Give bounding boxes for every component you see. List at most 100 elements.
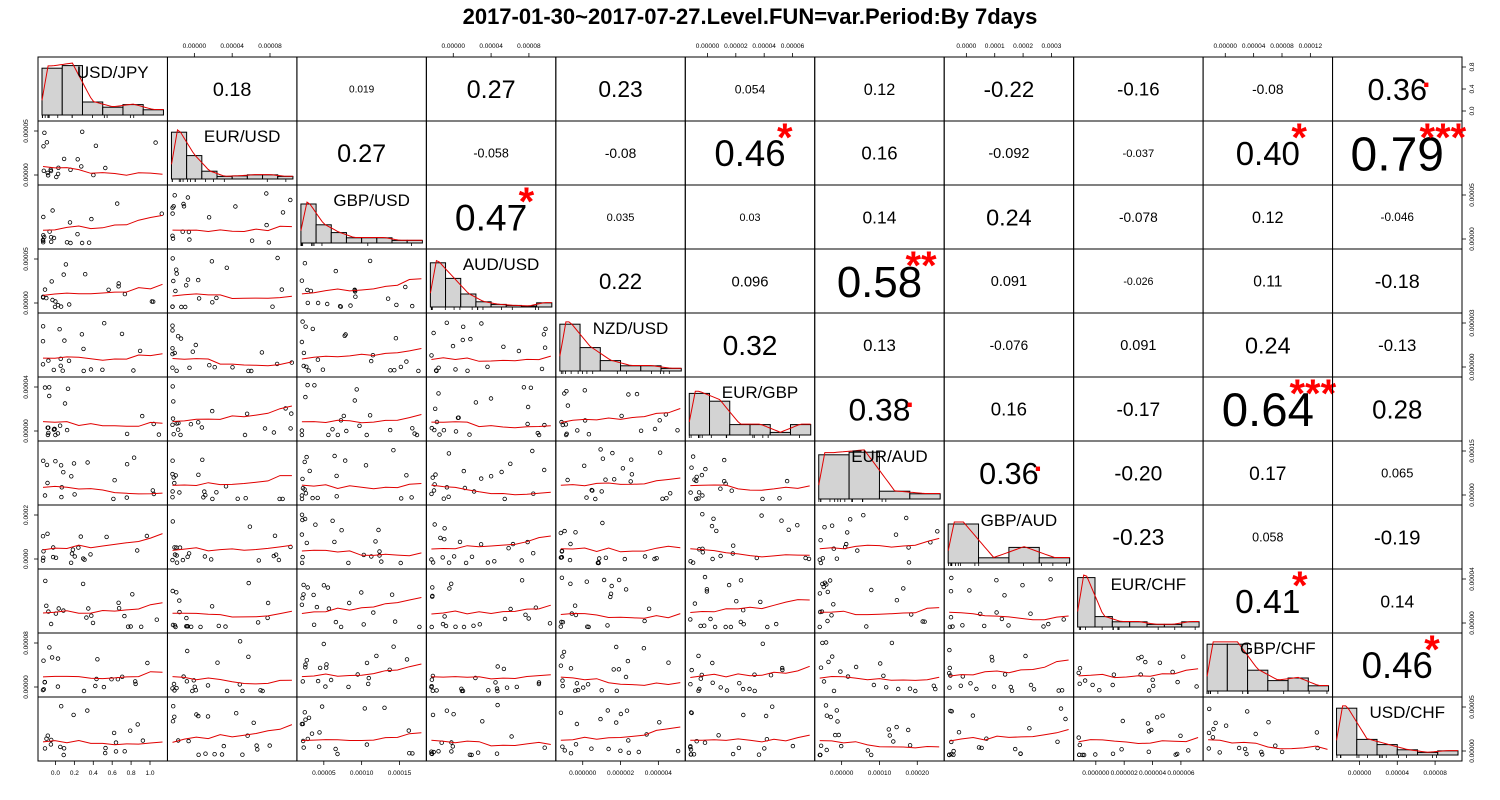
scatter-point [541,332,547,337]
smooth-line [42,602,163,614]
scatter-point [180,557,186,563]
scatter-point [1023,653,1028,659]
scatter-point [216,623,221,629]
scatter-point [209,259,215,264]
scatter-point [325,585,331,590]
scatter-point [412,431,417,436]
scatter-point [574,681,580,686]
scatter-point [979,745,984,751]
correlation-value: 0.24 [1245,332,1291,358]
scatter-point [603,477,608,482]
right-tick-label: 0.00000 [1469,227,1476,251]
smooth-line [1078,737,1199,745]
scatter-point [869,752,874,758]
scatter-point [305,585,310,590]
scatter-point [40,324,46,329]
panel-frame [166,440,298,506]
scatter-point [201,495,206,500]
scatter-point [124,495,129,500]
scatter-point [581,685,586,690]
scatter-point [235,496,240,501]
scatter-point [339,528,344,533]
scatter-point [247,524,253,529]
scatter-point [40,362,46,367]
scatter-point [307,468,312,474]
scatter-point [1077,681,1082,686]
scatter-point [869,587,874,593]
scatter-point [429,557,434,562]
scatter-point [219,752,225,757]
scatter-point [85,460,90,465]
scatter-point [584,495,589,500]
scatter-point [417,624,422,630]
scatter-point [1206,746,1211,751]
scatter-point [508,606,513,612]
bottom-tick-label: 1.0 [145,770,154,777]
scatter-point [689,667,694,673]
scatter-point [58,356,63,361]
smooth-line [949,659,1069,677]
scatter-point [170,489,175,494]
scatter-point [43,578,48,584]
scatter-point [741,712,746,718]
scatter-point [325,301,330,307]
correlation-value: 0.18 [213,79,252,101]
scatter-point [1217,750,1222,755]
scatter-point [865,748,871,753]
bottom-tick-label: 0.2 [70,770,79,777]
scatter-point [1143,659,1148,665]
scatter-point [697,686,702,692]
scatter-point [81,688,87,694]
scatter-point [593,496,598,502]
histogram-bar [1287,677,1309,692]
scatter-point [624,708,630,713]
scatter-point [461,468,466,474]
scatter-point [249,238,255,243]
scatter-point [355,672,360,677]
scatter-point [429,425,434,431]
scatter-point [186,738,191,744]
scatter-point [582,418,588,423]
scatter-point [134,548,140,553]
scatter-point [57,327,62,332]
scatter-point [249,368,254,374]
scatter-point [53,459,58,464]
scatter-point [111,730,117,736]
scatter-point [935,529,940,534]
scatter-point [300,476,305,482]
histogram-bar [978,557,1010,564]
scatter-point [1082,678,1088,683]
scatter-point [198,624,203,630]
scatter-point [1145,721,1151,726]
scatter-point [634,391,640,397]
panel-frame [296,440,427,506]
scatter-point [947,665,952,671]
histogram-bar [1038,557,1071,564]
scatter-point [1009,688,1015,693]
scatter-point [519,578,525,583]
scatter-point [467,752,473,757]
top-tick-label: 0.00012 [1299,43,1323,50]
scatter-point [831,688,837,694]
scatter-point [302,710,307,715]
scatter-point [205,714,211,719]
top-tick-label: 0.00004 [752,43,776,50]
scatter-point [223,484,229,489]
scatter-point [1146,729,1152,734]
smooth-line [172,475,292,487]
scatter-point [65,386,71,391]
scatter-point [1314,730,1320,735]
scatter-point [170,519,175,524]
scatter-point [736,745,742,751]
scatter-point [93,143,99,148]
smooth-line [172,405,293,422]
scatter-point [138,624,144,629]
scatter-point [976,745,982,750]
scatter-point [369,554,374,559]
bottom-tick-label: 0.00015 [388,770,412,777]
scatter-point [170,323,175,328]
scatter-point [558,624,563,629]
scatter-point [404,473,409,478]
scatter-point [48,742,54,747]
scatter-point [172,350,177,356]
